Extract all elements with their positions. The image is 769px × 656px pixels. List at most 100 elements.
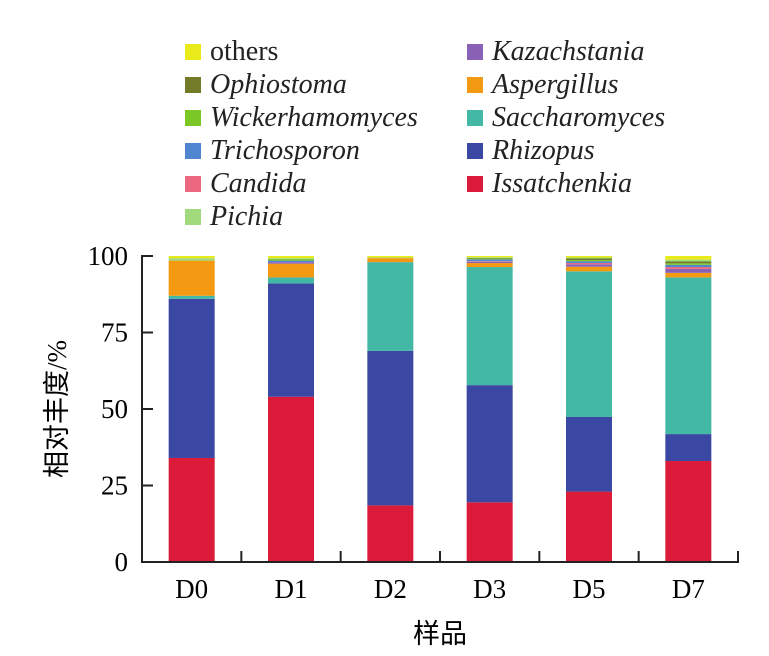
bar-segment-others	[367, 256, 414, 258]
legend-item-others: others	[185, 37, 278, 67]
bar-segment-others	[665, 256, 712, 260]
bar-segment-saccharomyces	[268, 277, 314, 284]
bar-segment-pichia	[168, 258, 215, 261]
bar-segment-pichia	[466, 257, 513, 258]
legend-label: Trichosporon	[210, 135, 360, 166]
bar-segment-trichosporon	[566, 261, 612, 264]
x-axis-title: 样品	[413, 619, 467, 649]
bar-stack-d0	[168, 256, 215, 562]
bar-segment-others	[168, 256, 215, 259]
bar-segment-aspergillus	[466, 263, 513, 268]
legend-item-aspergillus: Aspergillus	[467, 70, 619, 100]
bar-segment-saccharomyces	[168, 295, 215, 299]
bar-segment-aspergillus	[168, 260, 215, 296]
bar-segment-wickerhamomyces	[665, 263, 712, 265]
legend-item-rhizopus: Rhizopus	[467, 136, 595, 166]
bar-segment-saccharomyces	[466, 267, 513, 386]
legend-swatch	[467, 44, 483, 60]
legend-label: Kazachstania	[492, 36, 645, 67]
legend-item-ophiostoma: Ophiostoma	[185, 70, 347, 100]
y-tick-label: 0	[115, 547, 129, 577]
bar-segment-issatchenkia	[466, 502, 513, 562]
bar-segment-issatchenkia	[367, 505, 414, 562]
legend-item-trichosporon: Trichosporon	[185, 136, 360, 166]
axes-group: 0 25 50 75 100 D0 D1 D2 D3 D5 D7	[88, 241, 739, 604]
bar-segment-pichia	[268, 258, 314, 260]
legend-item-wickerhamomyces: Wickerhamomyces	[185, 103, 418, 133]
legend-swatch	[185, 143, 201, 159]
legend-label: Candida	[210, 168, 307, 199]
bar-segment-ophiostoma	[466, 257, 513, 259]
legend-label: Rhizopus	[492, 135, 595, 166]
bar-stack-d5	[566, 256, 612, 562]
bar-segment-pichia	[665, 259, 712, 262]
bar-segment-wickerhamomyces	[268, 259, 314, 261]
bar-segment-trichosporon	[665, 264, 712, 268]
legend-label: Saccharomyces	[492, 102, 666, 133]
y-tick-label: 50	[101, 394, 128, 424]
bar-segment-kazachstania	[466, 261, 513, 264]
bar-segment-issatchenkia	[566, 491, 612, 562]
x-tick-label: D7	[672, 574, 705, 604]
legend-item-candida: Candida	[185, 169, 306, 199]
bar-segment-trichosporon	[268, 260, 314, 263]
bar-stack-d2	[367, 256, 414, 562]
bar-segment-aspergillus	[665, 272, 712, 278]
legend-label: Issatchenkia	[492, 168, 632, 199]
bar-segment-issatchenkia	[168, 457, 215, 562]
legend-swatch	[467, 143, 483, 159]
bar-segment-kazachstania	[268, 262, 314, 264]
bars-group	[168, 256, 712, 562]
x-tick-label: D3	[473, 574, 506, 604]
bar-segment-rhizopus	[665, 434, 712, 462]
legend-swatch	[185, 176, 201, 192]
bar-segment-rhizopus	[367, 350, 414, 506]
chart-legend: others Kazachstania Ophiostoma Aspergillus W…	[0, 0, 769, 232]
y-tick-label: 100	[88, 241, 129, 271]
bar-segment-wickerhamomyces	[566, 259, 612, 262]
legend-label: Wickerhamomyces	[210, 102, 418, 133]
legend-swatch	[185, 110, 201, 126]
legend-swatch	[185, 77, 201, 93]
bar-segment-rhizopus	[268, 283, 314, 397]
x-tick-label: D0	[175, 574, 208, 604]
bar-segment-aspergillus	[566, 266, 612, 272]
y-tick-label: 25	[101, 471, 128, 501]
bar-segment-others	[466, 256, 513, 258]
bar-segment-candida	[566, 263, 612, 265]
bar-segment-saccharomyces	[665, 277, 712, 435]
legend-item-saccharomyces: Saccharomyces	[467, 103, 665, 133]
y-axis-title: 相对丰度/%	[42, 340, 72, 478]
legend-swatch	[185, 209, 201, 225]
bar-segment-pichia	[566, 257, 612, 259]
x-tick-label: D2	[374, 574, 407, 604]
bar-stack-d7	[665, 256, 712, 562]
bar-segment-candida	[665, 267, 712, 269]
bar-segment-aspergillus	[367, 258, 414, 263]
legend-swatch	[467, 110, 483, 126]
bar-segment-kazachstania	[566, 264, 612, 267]
bar-segment-rhizopus	[466, 385, 513, 503]
x-tick-label: D5	[573, 574, 606, 604]
legend-label: Aspergillus	[492, 69, 619, 100]
bar-segment-issatchenkia	[268, 396, 314, 562]
bar-segment-saccharomyces	[566, 271, 612, 417]
bar-segment-trichosporon	[466, 259, 513, 262]
legend-swatch	[185, 44, 201, 60]
legend-swatch	[467, 176, 483, 192]
bar-stack-d3	[466, 256, 513, 562]
bar-segment-kazachstania	[665, 268, 712, 273]
bar-segment-ophiostoma	[566, 258, 612, 260]
bar-segment-pichia	[367, 257, 414, 259]
bar-segment-others	[268, 256, 314, 259]
bar-segment-ophiostoma	[665, 261, 712, 264]
bar-segment-candida	[466, 261, 513, 262]
legend-swatch	[467, 77, 483, 93]
legend-item-kazachstania: Kazachstania	[467, 37, 644, 67]
x-tick-label: D1	[275, 574, 308, 604]
bar-segment-rhizopus	[566, 416, 612, 492]
bar-segment-wickerhamomyces	[466, 258, 513, 260]
bar-segment-issatchenkia	[665, 461, 712, 562]
legend-label: others	[210, 36, 279, 67]
